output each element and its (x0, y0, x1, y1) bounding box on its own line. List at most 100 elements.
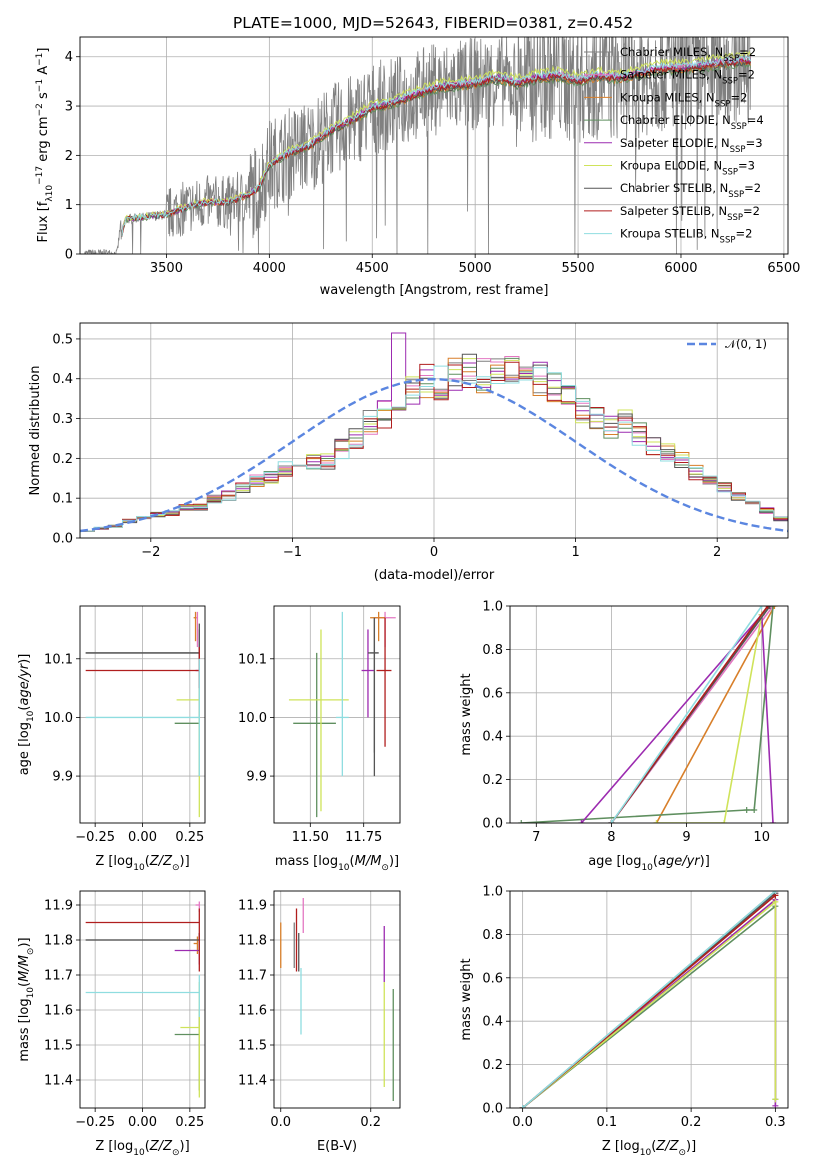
mass-weight-marker-salpeter-elodie (769, 820, 776, 823)
y-tick-label: 10.1 (238, 652, 267, 667)
age-vs-mass-x-axis-label-part: ( (350, 854, 355, 869)
spectrum-y-axis-label-part: A (36, 66, 51, 79)
legend-text: Kroupa ELODIE, N (620, 159, 722, 173)
x-tick-label: 0.25 (175, 1115, 204, 1130)
legend-text: Kroupa MILES, N (620, 90, 715, 104)
plot-area (280, 898, 394, 1101)
spectrum-y-axis-label: Flux [fλ10−17 erg cm−2 s−1 A−1] (35, 48, 55, 243)
age-vs-Z-x-axis-label: Z [log10(Z/Z⊙)] (95, 854, 189, 873)
plot-area (85, 611, 200, 818)
y-tick-label: 0.6 (482, 971, 503, 986)
age-vs-Z-y-axis-label-part: )] (17, 654, 32, 664)
mass-vs-EBV-x-axis-label: E(B-V) (317, 1139, 357, 1154)
legend-entry: Salpeter STELIB, NSSP=2 (620, 204, 760, 223)
legend-entry: Chabrier ELODIE, NSSP=4 (620, 113, 764, 132)
mass-weight-line-salpeter-elodie (580, 612, 774, 823)
plot-area (518, 606, 778, 823)
age-vs-Z-grid (80, 606, 205, 823)
y-tick-label: 10.0 (44, 711, 73, 726)
legend-text: =2 (735, 227, 752, 241)
age-vs-Z-y-axis-label-part: age/yr (17, 662, 32, 705)
mass-vs-Z-y-axis-label-part: 10 (26, 987, 36, 999)
mass-weight-vs-Z-x-axis-label-part: Z/Z (655, 1139, 679, 1154)
y-tick-label: 2 (65, 149, 73, 164)
age-vs-Z-y-axis-label: age [log10(age/yr)] (17, 654, 36, 776)
mass-weight-vs-age-x-axis-label-part: )] (700, 854, 710, 869)
x-tick-label: 0.00 (128, 830, 157, 845)
histogram-x-axis-label: (data-model)/error (374, 568, 495, 583)
age-vs-mass-x-axis-label-part: M/M (355, 854, 382, 869)
age-vs-Z-y-axis-label-part: ( (17, 706, 32, 711)
spectrum-y-axis-label-part: 10 (45, 185, 55, 197)
legend-subscript: SSP (723, 54, 739, 64)
x-tick-label: 11.75 (345, 830, 382, 845)
spectrum-y-axis-label-part: −2 (35, 103, 45, 116)
plot-area (519, 891, 779, 1108)
y-tick-label: 1.0 (482, 600, 503, 615)
x-tick-label: 0.1 (597, 1115, 618, 1130)
axes-frame (79, 605, 206, 824)
axes-frame (509, 605, 789, 824)
age-vs-Z-x-axis-label-part: 10 (133, 863, 145, 873)
y-tick-label: 11.8 (44, 934, 73, 949)
mass-vs-Z-x-axis-label-part: ⊙ (172, 1148, 180, 1158)
x-tick-label: 0.0 (270, 1115, 291, 1130)
y-tick-label: 0 (65, 248, 73, 263)
mass-vs-Z-x-axis-label-part: Z/Z (149, 1139, 173, 1154)
mass-weight-marker-kroupa-miles (771, 606, 778, 609)
mass-weight-vs-age-y-axis-label: mass weight (459, 673, 474, 755)
x-tick-label: 0 (430, 545, 438, 560)
legend-subscript: SSP (720, 236, 736, 246)
mass-vs-Z-grid (80, 891, 205, 1108)
legend-subscript: SSP (728, 190, 744, 200)
mass-weight-vs-age-x-axis-label-part: ( (653, 854, 658, 869)
mass-weight-marker-kroupa-stelib (772, 891, 779, 894)
mass-weight-marker-salpeter-stelib (764, 606, 771, 609)
mass-weight-marker-chabrier-elodie (518, 820, 525, 823)
legend-subscript: SSP (722, 77, 738, 87)
axes-frame (509, 890, 789, 1109)
mass-weight-vs-metallicity-panel: 0.0 0.1 0.2 0.3 0.0 0.2 0.4 0.6 0.8 1.0 Z [log10(Z… (459, 885, 789, 1158)
x-tick-label: 8 (607, 830, 615, 845)
legend-text: =2 (743, 204, 760, 218)
x-tick-label: −1 (283, 545, 302, 560)
x-tick-label: 0.25 (175, 830, 204, 845)
y-tick-label: 10.0 (238, 711, 267, 726)
figure-title: PLATE=1000, MJD=52643, FIBERID=0381, z=0… (233, 14, 633, 32)
mass-weight-vs-Z-x-axis-label-part: 10 (640, 1148, 652, 1158)
y-tick-label: 0.8 (482, 928, 503, 943)
mass-weight-marker-kroupa-stelib (519, 1105, 526, 1108)
mass-weight-marker-kroupa-elodie (653, 820, 660, 823)
x-tick-label: −2 (141, 545, 160, 560)
y-tick-label: 0.3 (52, 412, 73, 427)
legend-entry: Kroupa STELIB, NSSP=2 (620, 227, 752, 246)
mass-weight-vs-Z-y-axis-label: mass weight (459, 958, 474, 1040)
spectrum-y-axis-label-part: −1 (35, 79, 45, 92)
mass-weight-marker-salpeter-elodie (578, 820, 585, 823)
y-tick-label: 11.9 (44, 899, 73, 914)
residual-histogram-panel: −2 −1 0 1 2 0.0 0.1 0.2 0.3 0.4 0.5 (data-model)/er… (28, 322, 789, 583)
age-vs-Z-x-axis-label-part: Z [log (95, 854, 133, 869)
spectrum-panel: 3500 4000 4500 5000 5500 6000 6500 0 1 2 3 4 wavelen… (35, 36, 800, 298)
mass-vs-metallicity-panel: −0.25 0.00 0.25 11.4 11.5 11.6 11.7 11.8 11.9 Z [… (17, 890, 206, 1158)
mass-vs-reddening-panel: 0.0 0.2 11.4 11.5 11.6 11.7 11.8 11.9 E(B-V) (238, 890, 401, 1154)
spectrum-x-axis-label: wavelength [Angstrom, rest frame] (320, 283, 549, 298)
plot-area (80, 332, 788, 538)
legend-entry: Salpeter ELODIE, NSSP=3 (620, 136, 763, 155)
spectrum-y-axis-label-part: erg cm (36, 116, 51, 165)
mass-weight-vs-age-x-axis-label-part: age [log (588, 854, 641, 869)
x-tick-label: 6500 (767, 261, 800, 276)
mass-weight-line-salpeter-stelib (610, 606, 769, 823)
age-vs-Z-y-axis-label-part: age [log (17, 722, 32, 775)
legend-text: Kroupa STELIB, N (620, 227, 720, 241)
axes-frame (79, 36, 789, 255)
legend-subscript: SSP (731, 122, 747, 132)
axes-frame (273, 890, 401, 1109)
x-tick-label: 0.00 (128, 1115, 157, 1130)
mass-weight-vs-Z-x-axis-label-part: )] (686, 1139, 696, 1154)
y-tick-label: 1 (65, 198, 73, 213)
y-tick-label: 0.5 (52, 332, 73, 347)
y-tick-label: 4 (65, 50, 73, 65)
